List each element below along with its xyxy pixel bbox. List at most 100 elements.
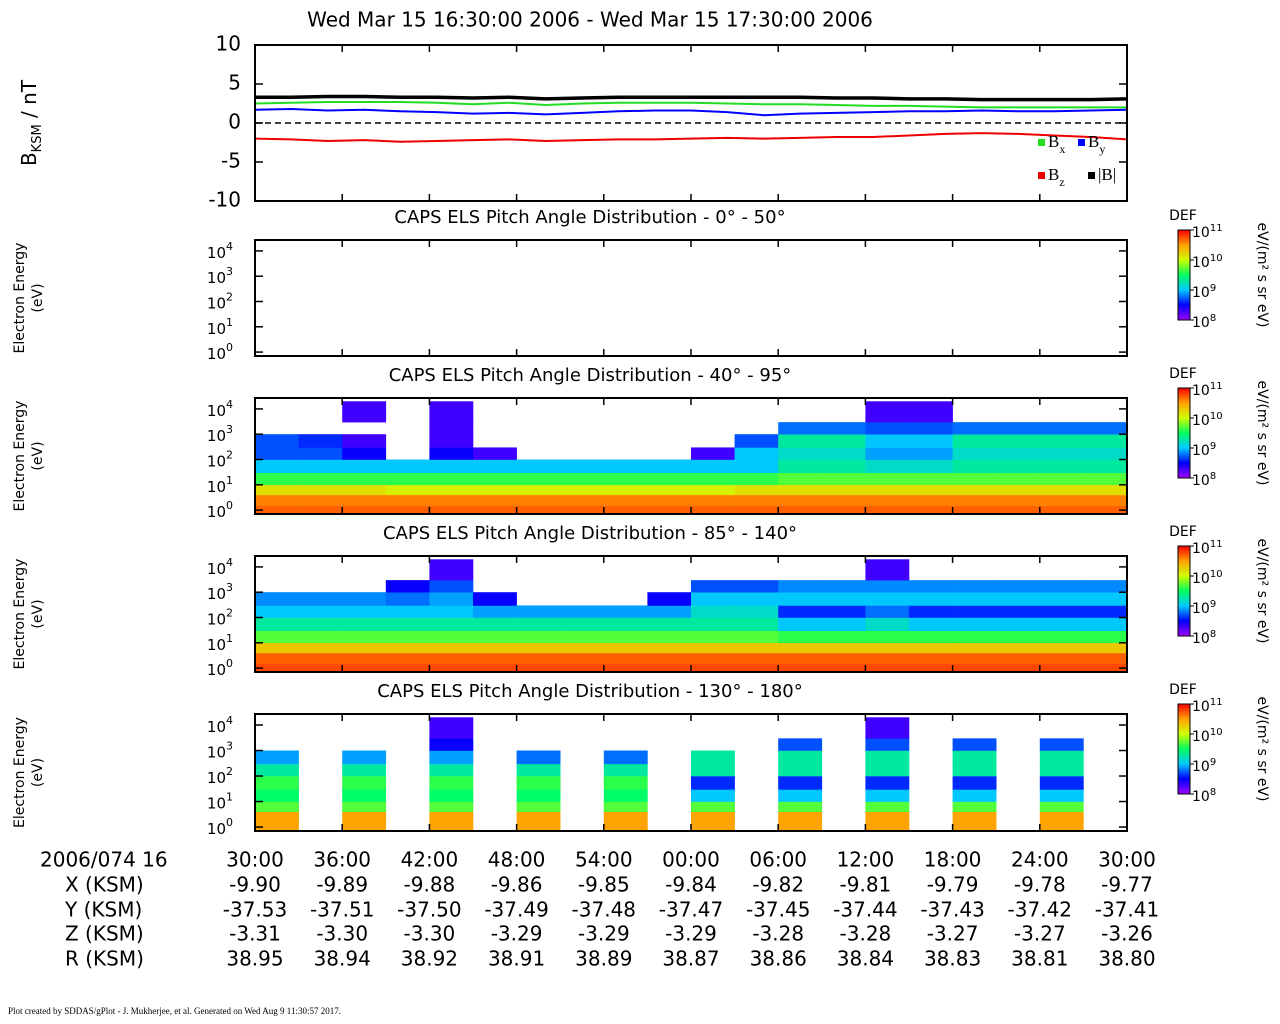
heatmap-cell	[429, 592, 474, 606]
heatmap-cell	[865, 750, 910, 765]
heatmap-cell	[560, 484, 605, 496]
heatmap-cell	[647, 592, 692, 606]
ephemeris-label: Y (KSM)	[64, 898, 142, 922]
colorbar-tick-label-base: 10	[1192, 631, 1210, 647]
heatmap-cell	[909, 472, 953, 486]
y-tick-label-sup: 2	[226, 448, 233, 461]
y-tick-label: 102	[207, 290, 233, 312]
heatmap-cell	[952, 434, 997, 448]
heatmap-cell	[255, 472, 299, 486]
heatmap-cell	[429, 494, 474, 506]
ephemeris-value: -3.30	[316, 922, 368, 946]
heatmap-cell	[691, 763, 735, 777]
colorbar-tick-label-sup: 11	[1210, 697, 1223, 708]
heatmap-cell	[342, 447, 387, 460]
colorbar-tick-label-base: 10	[1192, 601, 1210, 617]
y-tick-label: 103	[207, 423, 233, 445]
heatmap-cell	[342, 663, 387, 673]
x-tick-label: 18:00	[924, 848, 982, 872]
legend-label-base: B	[1048, 165, 1059, 184]
colorbar-unit: eV/(m² s sr eV)	[1254, 381, 1270, 486]
heatmap-cell	[996, 642, 1041, 654]
heatmap-cell	[909, 642, 953, 654]
heatmap-cell	[734, 663, 779, 673]
heatmap-cell	[516, 789, 561, 802]
heatmap-cell	[429, 605, 474, 618]
heatmap-cell	[952, 494, 997, 506]
ephemeris-value: 38.92	[401, 947, 458, 971]
legend-label: Bz	[1048, 165, 1065, 189]
heatmap-cell	[560, 494, 605, 506]
y-tick-label: 101	[207, 631, 233, 653]
heatmap-cell	[385, 592, 430, 606]
heatmap-cell	[691, 776, 735, 790]
heatmap-cell	[1039, 580, 1084, 593]
heatmap-cell	[1083, 642, 1128, 654]
y-tick-label-base: 10	[207, 503, 226, 521]
heatmap-cell	[865, 401, 910, 423]
y-tick-label-base: 10	[207, 718, 226, 736]
heatmap-cell	[603, 822, 648, 832]
heatmap-cell	[1083, 617, 1128, 632]
heatmap-cell	[560, 472, 605, 486]
heatmap-cell	[1039, 484, 1084, 496]
heatmap-cell	[473, 459, 517, 474]
heatmap-cell	[821, 434, 866, 448]
ephemeris-value: 38.84	[837, 947, 894, 971]
heatmap-cell	[691, 592, 735, 606]
heatmap-cell	[473, 605, 517, 618]
heatmap-cell	[691, 801, 735, 812]
heatmap-cell	[516, 811, 561, 823]
heatmap-cell	[647, 642, 692, 654]
heatmap-cell	[1083, 592, 1128, 606]
heatmap-cell	[778, 472, 823, 486]
heatmap-cell	[298, 434, 343, 448]
heatmap-cell	[865, 592, 910, 606]
heatmap-cell	[996, 459, 1041, 474]
heatmap-cell	[1083, 580, 1128, 593]
heatmap-cell	[952, 750, 997, 765]
colorbar-tick-label: 109	[1192, 441, 1216, 460]
heatmap-cell	[298, 447, 343, 460]
heatmap-cell	[429, 822, 474, 832]
ephemeris-value: -37.50	[397, 898, 461, 922]
colorbar-tick-label-sup: 9	[1210, 441, 1216, 452]
y-tick-label-base: 10	[207, 345, 226, 363]
heatmap-cell	[255, 789, 299, 802]
legend-label-sub: x	[1059, 142, 1065, 156]
heatmap-cell	[255, 617, 299, 632]
heatmap-cell	[1039, 822, 1084, 832]
x-tick-label: 24:00	[1011, 848, 1069, 872]
heatmap-cell	[647, 652, 692, 664]
ephemeris-value: 38.83	[924, 947, 981, 971]
x-tick-label: 42:00	[401, 848, 459, 872]
heatmap-cell	[821, 663, 866, 673]
heatmap-cell	[647, 663, 692, 673]
heatmap-cell	[342, 401, 387, 423]
heatmap-cell	[865, 484, 910, 496]
heatmap-cell	[1039, 801, 1084, 812]
heatmap-cell	[385, 630, 430, 644]
heatmap-cell	[429, 401, 474, 423]
x-tick-label: 12:00	[837, 848, 895, 872]
heatmap-cell	[603, 642, 648, 654]
colorbar-tick-label-base: 10	[1192, 413, 1210, 429]
ephemeris-value: -9.77	[1101, 873, 1153, 897]
heatmap-cell	[647, 484, 692, 496]
heatmap-cell	[429, 434, 474, 448]
heatmap-cell	[909, 459, 953, 474]
heatmap-cell	[473, 484, 517, 496]
legend-label: By	[1088, 132, 1105, 156]
legend-label: Bx	[1048, 132, 1065, 156]
heatmap-cell	[429, 663, 474, 673]
y-tick-label-base: 10	[207, 769, 226, 787]
heatmap-cell	[821, 459, 866, 474]
heatmap-cell	[429, 617, 474, 632]
heatmap-cell	[952, 580, 997, 593]
heatmap-cell	[385, 605, 430, 618]
ephemeris-value: -9.89	[316, 873, 368, 897]
heatmap-cell	[734, 642, 779, 654]
heatmap-cell	[429, 447, 474, 460]
heatmap-cell	[647, 617, 692, 632]
